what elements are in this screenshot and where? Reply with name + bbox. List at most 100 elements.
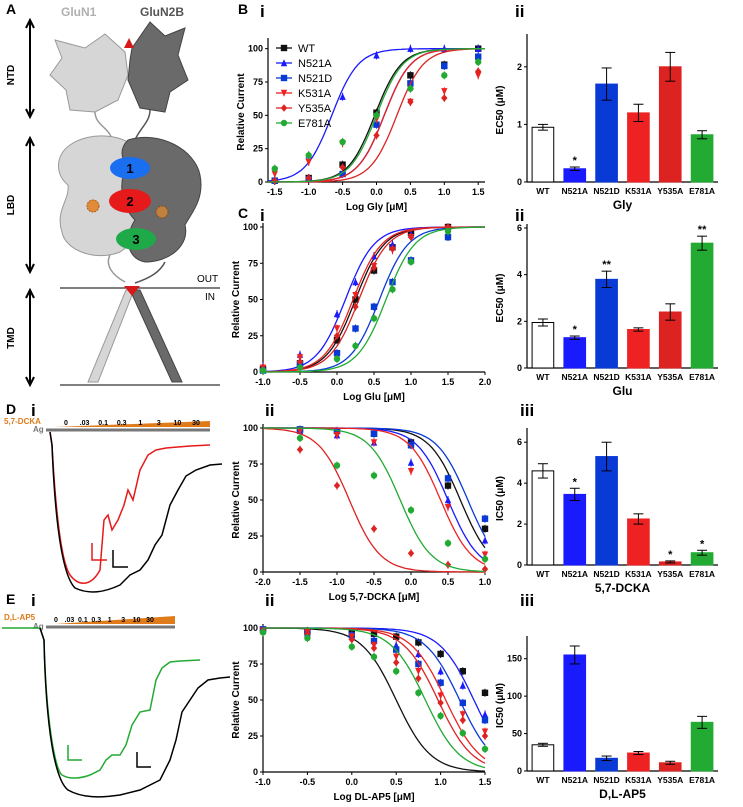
data-point-E781A — [407, 258, 415, 265]
data-point-WT — [444, 482, 452, 489]
bar-N521A — [563, 654, 587, 772]
y-axis-label: Relative Current — [231, 661, 242, 739]
x-tick-label: -0.5 — [292, 377, 308, 387]
x-tick-label: 2.0 — [479, 377, 492, 387]
legend-marker-WT — [280, 44, 288, 52]
bar-WT — [531, 322, 555, 369]
data-point-WT — [415, 639, 422, 646]
data-point-N521D — [339, 170, 346, 178]
data-point-K531A — [481, 551, 489, 559]
x-tick-label: -1.5 — [292, 577, 308, 587]
bar-N521A — [563, 337, 587, 369]
concentration-label: 10 — [133, 617, 141, 624]
x-axis-label: Log Glu [μM] — [343, 392, 405, 403]
concentration-label: 0 — [64, 420, 68, 427]
data-point-Y535A — [352, 303, 359, 311]
bar-WT — [531, 126, 555, 183]
x-tick-label: -1.0 — [255, 777, 271, 787]
data-point-WT — [459, 668, 466, 675]
concentration-label: 0.3 — [117, 420, 127, 427]
category-label-N521A: N521A — [562, 372, 588, 382]
bar-WT — [531, 470, 555, 566]
x-axis-label: 5,7-DCKA — [595, 581, 651, 595]
x-tick-label: 1.0 — [479, 577, 492, 587]
concentration-label: 0 — [54, 617, 58, 624]
data-point-N521D — [459, 699, 466, 707]
d-concentration-labels: 0 .03 0.1 0.3 1 3 10 30 — [64, 420, 200, 427]
legend-marker-Y535A — [280, 104, 288, 112]
chart-d-iii-dcka-ic50: 0 2 4 6 WT * N521A N521D K531A * Y535A * E781A 5,7-DC… — [495, 428, 718, 595]
bar-K531A — [627, 752, 650, 772]
data-point-Y535A — [441, 94, 448, 102]
category-label-K531A: K531A — [625, 372, 651, 382]
x-tick-label: 1.5 — [472, 187, 485, 197]
bar-Y535A — [658, 66, 682, 183]
x-tick-label: -0.5 — [300, 777, 316, 787]
out-label: OUT — [197, 274, 218, 285]
panel-letter-b: B — [238, 1, 248, 17]
data-point-K531A — [444, 504, 452, 511]
ntd-arrowhead-bottom — [25, 108, 35, 120]
y-tick-label: 100 — [243, 423, 258, 433]
chart-c-ii-glutamate-ec50: 0 2 4 6 WT * N521A ** N521D K531A Y535A ** E781A Glu E… — [495, 223, 718, 398]
data-point-K531A — [441, 88, 448, 96]
legend-marker-K531A — [280, 89, 288, 97]
y-tick-label: 100 — [243, 623, 258, 633]
data-point-E781A — [305, 152, 312, 159]
e-antagonist-ramp — [55, 616, 175, 624]
data-point-Y535A — [370, 644, 378, 652]
x-tick-label: 1.5 — [442, 377, 455, 387]
bar-K531A — [627, 518, 650, 566]
data-point-K531A — [333, 432, 341, 439]
data-point-E781A — [352, 342, 359, 350]
data-point-Y535A — [296, 358, 304, 366]
data-point-Y535A — [373, 131, 380, 140]
concentration-label: 30 — [192, 420, 200, 427]
data-point-N521A — [352, 278, 359, 286]
chart-c-i-glutamate-dose-response: -1.0 -0.5 0.0 0.5 1.0 1.5 2.0 0 25 50 75 100 Log Glu… — [231, 222, 491, 403]
subunit-glun2b-label: GluN2B — [140, 5, 184, 19]
x-axis-label: Glu — [613, 384, 633, 398]
tmd-arrowhead-top — [25, 287, 35, 299]
data-point-E781A — [389, 286, 396, 293]
glun1-ntd — [49, 33, 129, 113]
category-label-N521A: N521A — [562, 569, 588, 579]
data-point-Y535A — [305, 174, 312, 182]
legend-entry-E781A: E781A — [298, 118, 332, 130]
y-tick-label: 0 — [517, 363, 522, 373]
series-fit-Y535A — [263, 226, 485, 373]
category-label-WT: WT — [536, 569, 550, 579]
concentration-label: 0.1 — [78, 617, 88, 624]
data-point-N521A — [437, 667, 444, 675]
panel-e-traces: D,L-AP5 Ag 0 .03 0.1 0.3 1 3 10 30 — [2, 613, 231, 798]
legend-entry-WT: WT — [298, 43, 315, 55]
data-point-E781A — [441, 72, 448, 79]
series-fit-Y535A — [262, 427, 485, 573]
data-point-N521A — [333, 310, 341, 318]
y-tick-label: 0 — [517, 177, 522, 187]
category-label-Y535A: Y535A — [657, 569, 683, 579]
concentration-label: .03 — [65, 617, 75, 624]
category-label-Y535A: Y535A — [657, 186, 683, 196]
series-fit-WT — [262, 226, 485, 373]
y-axis-label: Relative Current — [236, 73, 247, 151]
glun2b-tmd-helix — [129, 289, 183, 383]
category-label-WT: WT — [536, 775, 550, 785]
channel-pore-site-icon — [124, 286, 140, 296]
domain-arrows — [25, 17, 35, 388]
e-wt-trace — [39, 627, 231, 798]
y-tick-label: 0 — [258, 177, 263, 187]
category-label-N521D: N521D — [593, 569, 619, 579]
category-label-K531A: K531A — [625, 186, 651, 196]
concentration-label: 1 — [108, 617, 112, 624]
y-tick-label: 0 — [253, 367, 258, 377]
data-point-E781A — [481, 555, 489, 563]
y-tick-label: 150 — [507, 654, 522, 664]
data-point-E781A — [407, 85, 414, 92]
data-point-Y535A — [459, 716, 466, 724]
y-tick-label: 100 — [243, 222, 258, 232]
x-tick-label: 1.0 — [434, 777, 447, 787]
data-point-Y535A — [481, 732, 489, 740]
subunit-glun1-label: GluN1 — [61, 5, 97, 19]
